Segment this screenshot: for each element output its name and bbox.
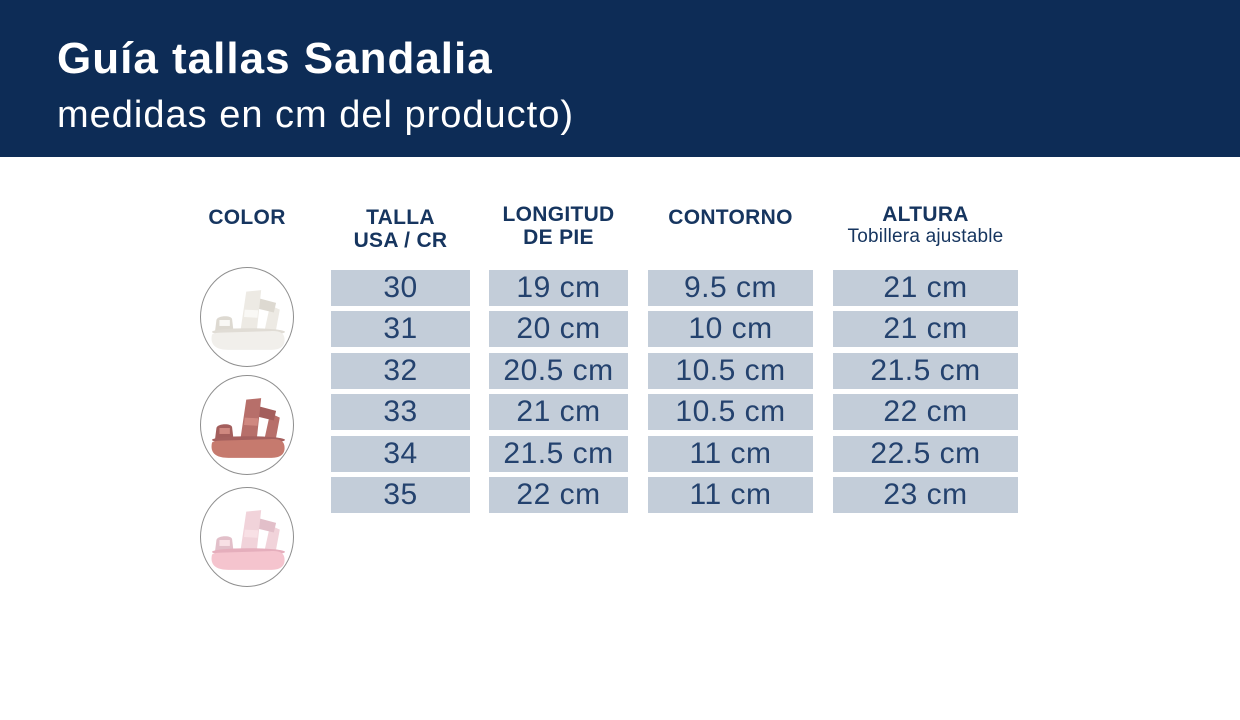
talla-cell: 31 (331, 311, 470, 347)
altura-note: Tobillera ajustable (847, 226, 1004, 247)
pink-sandal-image (211, 510, 286, 570)
talla-cell: 30 (331, 270, 470, 306)
longitud-cell: 21 cm (489, 394, 628, 430)
talla-cell: 33 (331, 394, 470, 430)
color-swatch-rose (200, 375, 294, 475)
page-subtitle: medidas en cm del producto) (57, 94, 575, 136)
contorno-cell: 10.5 cm (648, 353, 813, 389)
column-header-talla: TALLA USA / CR (353, 206, 448, 252)
color-swatch-pink (200, 487, 294, 587)
contorno-cell: 10.5 cm (648, 394, 813, 430)
column-header-color: COLOR (208, 206, 286, 229)
altura-cell: 23 cm (833, 477, 1018, 513)
longitud-cell: 22 cm (489, 477, 628, 513)
page-title: Guía tallas Sandalia (57, 34, 493, 83)
contorno-cell: 9.5 cm (648, 270, 813, 306)
contorno-cell: 10 cm (648, 311, 813, 347)
altura-cell: 21.5 cm (833, 353, 1018, 389)
altura-cell: 22 cm (833, 394, 1018, 430)
altura-cell: 21 cm (833, 270, 1018, 306)
column-header-altura: ALTURA Tobillera ajustable (833, 203, 1018, 248)
talla-cell: 35 (331, 477, 470, 513)
longitud-cell: 20 cm (489, 311, 628, 347)
talla-cell: 32 (331, 353, 470, 389)
column-header-longitud: LONGITUD DE PIE (502, 203, 615, 249)
altura-cell: 21 cm (833, 311, 1018, 347)
white-sandal-image (211, 290, 286, 350)
banner: Guía tallas Sandalia medidas en cm del p… (0, 0, 1240, 157)
contorno-cell: 11 cm (648, 477, 813, 513)
rose-sandal-image (211, 398, 286, 458)
talla-cell: 34 (331, 436, 470, 472)
altura-cell: 22.5 cm (833, 436, 1018, 472)
column-header-contorno: CONTORNO (668, 206, 793, 229)
color-swatch-white (200, 267, 294, 367)
longitud-cell: 19 cm (489, 270, 628, 306)
longitud-cell: 21.5 cm (489, 436, 628, 472)
contorno-cell: 11 cm (648, 436, 813, 472)
longitud-cell: 20.5 cm (489, 353, 628, 389)
